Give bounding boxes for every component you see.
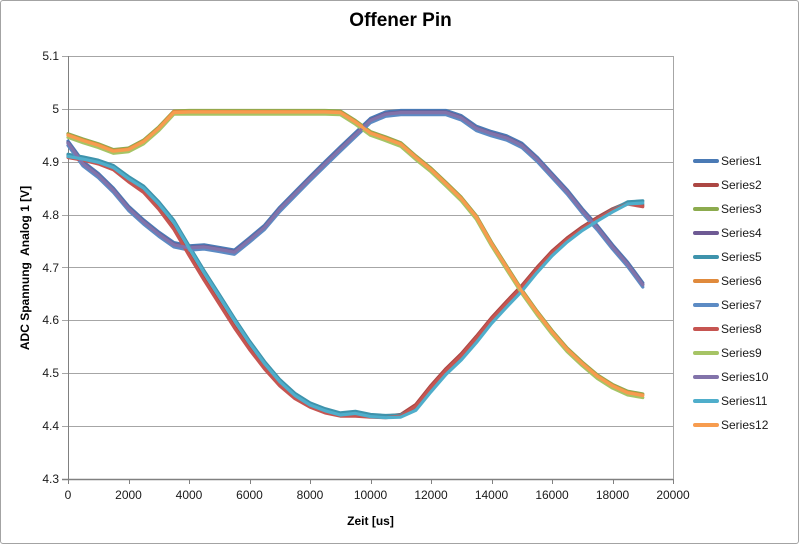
legend-label: Series2	[721, 178, 762, 192]
series-line-series11[interactable]	[66, 154, 645, 420]
x-tick-label: 18000	[595, 488, 630, 502]
series-line-series9[interactable]	[66, 112, 645, 400]
legend-item-series6[interactable]: Series6	[693, 269, 793, 293]
legend-line-swatch	[693, 399, 719, 403]
legend-label: Series4	[721, 226, 762, 240]
x-tick-label: 20000	[656, 488, 690, 502]
y-tick-label: 4.6	[42, 313, 59, 328]
legend-label: Series12	[721, 418, 769, 432]
y-tick-label: 4.4	[42, 419, 59, 434]
y-tick-label: 5	[52, 101, 59, 116]
y-tick-label: 4.8	[42, 207, 59, 222]
legend-label: Series9	[721, 346, 762, 360]
legend-item-series10[interactable]: Series10	[693, 365, 793, 389]
legend-line-swatch	[693, 423, 719, 427]
legend-item-series9[interactable]: Series9	[693, 341, 793, 365]
legend-label: Series7	[721, 298, 762, 312]
x-tick-label: 6000	[236, 488, 263, 502]
legend-label: Series10	[721, 370, 769, 384]
legend-item-series1[interactable]: Series1	[693, 149, 793, 173]
series-line-series10[interactable]	[66, 110, 645, 287]
legend: Series1 Series2 Series3 Series4 Series5 …	[693, 149, 793, 437]
y-tick-label: 4.3	[42, 472, 59, 486]
legend-item-series11[interactable]: Series11	[693, 389, 793, 413]
legend-label: Series11	[721, 394, 768, 408]
y-tick-label: 4.7	[42, 260, 59, 275]
x-tick-label: 2000	[115, 488, 142, 502]
legend-line-swatch	[693, 279, 719, 283]
legend-line-swatch	[693, 375, 719, 379]
legend-label: Series6	[721, 274, 762, 288]
y-tick-label: 4.9	[42, 154, 59, 169]
legend-label: Series8	[721, 322, 762, 336]
y-tick-label: 5.1	[42, 49, 59, 63]
legend-label: Series3	[721, 202, 762, 216]
chart-title: Offener Pin	[349, 10, 452, 31]
x-tick-label: 4000	[175, 488, 203, 502]
legend-line-swatch	[693, 159, 719, 163]
x-tick-label: 0	[64, 488, 72, 502]
legend-line-swatch	[693, 327, 719, 331]
legend-item-series12[interactable]: Series12	[693, 413, 793, 437]
legend-item-series2[interactable]: Series2	[693, 173, 793, 197]
legend-line-swatch	[693, 255, 719, 259]
x-tick-label: 14000	[474, 488, 509, 502]
series-line-series5[interactable]	[66, 152, 645, 418]
legend-item-series8[interactable]: Series8	[693, 317, 793, 341]
legend-item-series7[interactable]: Series7	[693, 293, 793, 317]
x-axis-title: Zeit [us]	[347, 514, 394, 528]
legend-line-swatch	[693, 351, 719, 355]
legend-line-swatch	[693, 183, 719, 187]
x-tick-label: 12000	[414, 488, 448, 502]
series-line-series8[interactable]	[66, 155, 645, 420]
legend-label: Series1	[721, 154, 762, 168]
y-tick-label: 4.5	[42, 366, 59, 381]
x-tick-label: 10000	[353, 488, 388, 502]
legend-item-series5[interactable]: Series5	[693, 245, 793, 269]
legend-item-series4[interactable]: Series4	[693, 221, 793, 245]
legend-line-swatch	[693, 207, 719, 211]
legend-item-series3[interactable]: Series3	[693, 197, 793, 221]
x-tick-label: 16000	[535, 488, 569, 502]
legend-line-swatch	[693, 303, 719, 307]
x-tick-label: 8000	[296, 488, 324, 502]
series-line-series12[interactable]	[66, 110, 645, 398]
legend-line-swatch	[693, 231, 719, 235]
legend-label: Series5	[721, 250, 762, 264]
